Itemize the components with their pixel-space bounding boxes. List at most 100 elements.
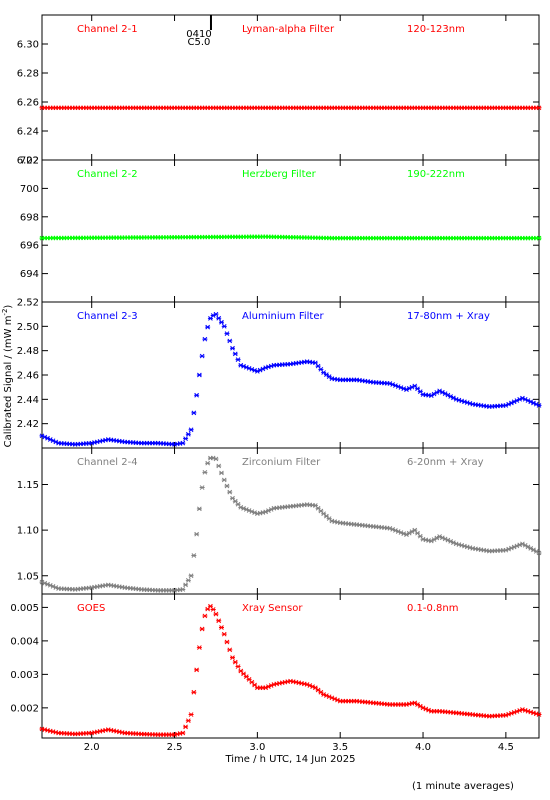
data-point — [218, 470, 224, 476]
panel-channel-label: GOES — [77, 603, 105, 614]
x-tick-label: 4.5 — [498, 742, 514, 753]
y-tick-label: 694 — [20, 269, 39, 280]
data-point — [213, 456, 219, 462]
y-tick-label: 6.30 — [17, 40, 39, 51]
panel-4 — [39, 447, 542, 595]
panel-frame — [41, 301, 540, 449]
y-tick-label: 0.002 — [10, 703, 39, 714]
x-tick-label: 4.0 — [415, 742, 431, 753]
data-point — [188, 573, 194, 579]
data-point — [194, 667, 200, 673]
data-point — [227, 338, 233, 344]
data-point — [224, 331, 230, 336]
data-point — [188, 427, 194, 433]
x-tick-label: 3.5 — [332, 742, 348, 753]
series-points — [39, 311, 542, 447]
y-tick-label: 1.10 — [17, 526, 39, 537]
event-time-label: 0410 — [186, 29, 211, 40]
averaging-note: (1 minute averages) — [412, 781, 514, 792]
data-point — [221, 323, 227, 329]
panel-frame — [41, 14, 540, 161]
data-point — [235, 357, 241, 362]
panel-5 — [39, 593, 542, 739]
data-point — [199, 626, 205, 632]
panel-2 — [39, 159, 542, 303]
data-point — [199, 485, 205, 490]
panel-filter-label: Herzberg Filter — [242, 169, 317, 180]
data-point — [205, 460, 211, 466]
panel-filter-label: Aluminium Filter — [242, 311, 325, 322]
data-point — [218, 319, 224, 325]
data-point — [224, 483, 230, 489]
panel-frame — [41, 447, 540, 595]
data-point — [227, 489, 233, 495]
x-axis-label: Time / h UTC, 14 Jun 2025 — [224, 754, 355, 765]
y-tick-label: 2.44 — [17, 395, 39, 406]
data-point — [230, 345, 236, 351]
data-point — [196, 645, 202, 650]
y-tick-label: 700 — [20, 184, 39, 195]
y-tick-label: 0.005 — [10, 603, 39, 614]
data-point — [213, 311, 219, 317]
data-point — [207, 603, 213, 609]
panel-channel-label: Channel 2-2 — [77, 169, 138, 180]
data-point — [221, 477, 227, 483]
panel-filter-label: Lyman-alpha Filter — [242, 24, 335, 35]
data-point — [185, 577, 191, 583]
data-point — [196, 506, 202, 512]
y-tick-label: 0.004 — [10, 636, 39, 647]
y-tick-label: 696 — [20, 241, 39, 252]
y-tick-label: 2.52 — [17, 298, 39, 309]
data-point — [227, 647, 233, 653]
data-point — [180, 730, 186, 736]
data-point — [183, 724, 189, 730]
data-point — [216, 315, 222, 321]
y-axis-label: Calibrated Signal / (mW m-2) — [1, 305, 14, 448]
data-point — [312, 360, 318, 366]
x-tick-label: 2.0 — [84, 742, 100, 753]
data-point — [194, 392, 200, 398]
data-point — [202, 613, 208, 619]
series-points — [39, 455, 542, 593]
data-point — [191, 553, 197, 558]
panel-channel-label: Channel 2-3 — [77, 311, 138, 322]
data-point — [216, 463, 222, 469]
data-point — [221, 631, 227, 637]
y-tick-label: 1.05 — [17, 571, 39, 582]
panel-band-label: 17-80nm + Xray — [407, 311, 490, 322]
panel-1 — [39, 14, 542, 161]
panel-frame — [41, 593, 540, 739]
data-point — [536, 550, 542, 556]
data-point — [185, 718, 191, 724]
data-point — [536, 403, 542, 408]
data-point — [315, 363, 321, 369]
data-point — [224, 639, 230, 645]
data-point — [183, 582, 189, 588]
y-tick-label: 2.46 — [17, 371, 39, 382]
panel-channel-label: Channel 2-4 — [77, 457, 138, 468]
y-tick-label: 0.003 — [10, 670, 39, 681]
data-point — [202, 336, 208, 342]
y-tick-label: 6.24 — [17, 127, 39, 138]
data-point — [232, 659, 238, 665]
series-points — [39, 234, 542, 241]
y-tick-label: 698 — [20, 212, 39, 223]
data-point — [318, 366, 324, 372]
data-point — [536, 235, 542, 241]
series-points — [39, 105, 542, 111]
y-tick-label: 6.28 — [17, 69, 39, 80]
data-point — [202, 469, 208, 475]
y-tick-label: 6.26 — [17, 98, 39, 109]
panel-filter-label: Zirconium Filter — [242, 457, 321, 468]
data-point — [185, 431, 191, 437]
data-point — [536, 105, 542, 111]
panel-band-label: 0.1-0.8nm — [407, 603, 459, 614]
panel-3 — [39, 301, 542, 449]
panel-band-label: 120-123nm — [407, 24, 465, 35]
data-point — [188, 712, 194, 717]
data-point — [183, 436, 189, 442]
data-point — [205, 324, 211, 330]
series-points — [39, 603, 542, 738]
data-point — [321, 370, 327, 375]
